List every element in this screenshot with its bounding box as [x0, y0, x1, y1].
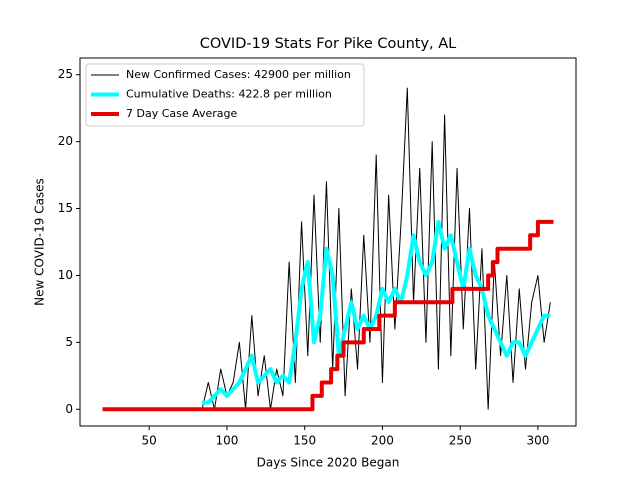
- x-tick-label: 250: [449, 434, 472, 448]
- y-tick-label: 20: [58, 134, 73, 148]
- y-tick-label: 5: [65, 335, 73, 349]
- y-tick-label: 0: [65, 402, 73, 416]
- x-tick-label: 150: [293, 434, 316, 448]
- x-axis-label: Days Since 2020 Began: [257, 456, 400, 470]
- legend-label: 7 Day Case Average: [126, 107, 238, 120]
- x-tick-label: 300: [526, 434, 549, 448]
- y-axis-label: New COVID-19 Cases: [33, 178, 47, 306]
- x-tick-label: 50: [142, 434, 157, 448]
- y-tick-label: 25: [58, 67, 73, 81]
- legend-box: [85, 63, 365, 127]
- plot-frame: [79, 57, 577, 427]
- chart-title: COVID-19 Stats For Pike County, AL: [200, 36, 457, 52]
- x-tick-label: 200: [371, 434, 394, 448]
- series-line: [102, 219, 554, 412]
- series-line: [202, 219, 551, 405]
- x-tick-label: 100: [215, 434, 238, 448]
- y-tick-label: 15: [58, 201, 73, 215]
- y-tick-label: 10: [58, 268, 73, 282]
- legend-label: New Confirmed Cases: 42900 per million: [126, 68, 351, 81]
- legend-label: Cumulative Deaths: 422.8 per million: [126, 88, 332, 101]
